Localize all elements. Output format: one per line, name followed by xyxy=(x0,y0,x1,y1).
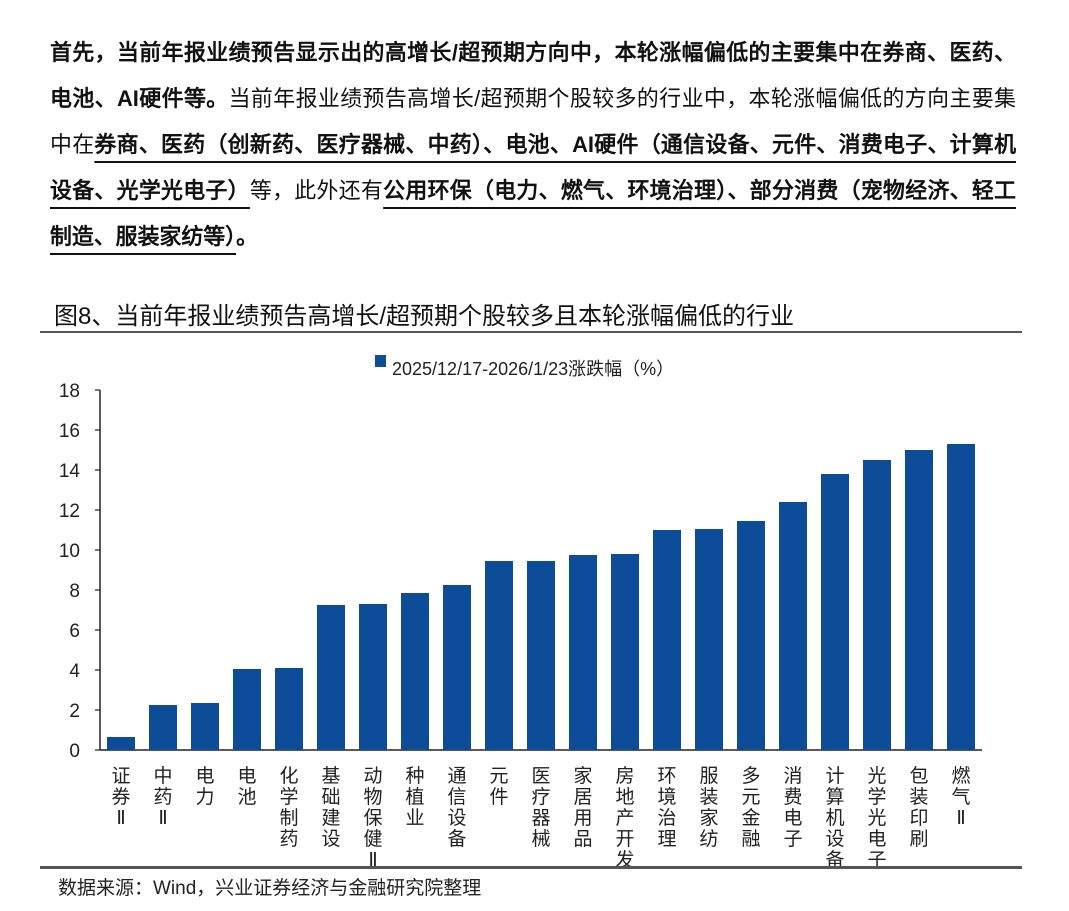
paragraph-segment-bold: 。 xyxy=(236,224,258,249)
y-tick-label: 2 xyxy=(69,701,80,722)
x-tick-label: 医疗器械 xyxy=(531,766,550,850)
x-tick-label: 包装印刷 xyxy=(909,765,928,850)
x-tick-label: 计算机设备 xyxy=(825,765,844,870)
bar-元件 xyxy=(485,561,513,750)
y-tick-label: 4 xyxy=(69,661,80,682)
bar-计算机设备 xyxy=(821,474,849,750)
bar-chart: 2025/12/17-2026/1/23涨跌幅（%） 0 2 4 6 8 10 12 14 16 1… xyxy=(59,355,982,870)
y-tick-label: 8 xyxy=(69,581,80,602)
x-tick-label: 光学光电子 xyxy=(867,765,886,870)
x-tick-label: 环境治理 xyxy=(657,766,676,850)
legend-label: 2025/12/17-2026/1/23涨跌幅（%） xyxy=(392,359,674,379)
x-tick-label: 房地产开发 xyxy=(615,765,634,870)
x-tick-label: 电池 xyxy=(237,765,256,808)
bar-家居用品 xyxy=(569,555,597,750)
paragraph-segment-underlined: 券商、医药（创新药、医疗器械、中药）、电池、AI硬件（通信设备、元件、消费电子、… xyxy=(50,132,1016,203)
bar-种植业 xyxy=(401,593,429,750)
legend-swatch xyxy=(375,355,386,367)
x-tick-label: 基础建设 xyxy=(321,765,340,850)
figure-title: 图8、当前年报业绩预告高增长/超预期个股较多且本轮涨幅偏低的行业 xyxy=(54,303,795,330)
y-tick-label: 18 xyxy=(59,381,80,402)
y-tick-label: 16 xyxy=(59,421,80,442)
x-tick-label: 多元金融 xyxy=(741,765,760,850)
x-tick-label: 服装家纺 xyxy=(699,766,718,850)
data-source: 数据来源：Wind，兴业证券经济与金融研究院整理 xyxy=(58,878,482,899)
paragraph-segment-underlined: 公用环保（电力、燃气、环境治理）、部分消费（宠物经济、轻工制造、服装家纺等） xyxy=(50,178,1016,249)
source-divider xyxy=(40,866,1022,869)
paragraph-segment: 等，此外还有 xyxy=(249,178,384,203)
paragraph-segment-bold: 首先，当前年报业绩预告显示出的高增长/超预期方向中，本轮涨幅偏低的主要集中在券商… xyxy=(50,40,1016,111)
bar-证券Ⅱ xyxy=(107,737,135,750)
bar-通信设备 xyxy=(443,585,471,750)
bar-电力 xyxy=(191,703,219,750)
bar-环境治理 xyxy=(653,530,681,750)
bar-消费电子 xyxy=(779,502,807,750)
body-paragraph: 首先，当前年报业绩预告显示出的高增长/超预期方向中，本轮涨幅偏低的主要集中在券商… xyxy=(50,30,1016,260)
bar-基础建设 xyxy=(317,605,345,750)
paragraph-segment: 当前年报业绩预告高增长/超预期个股较多的行业中，本轮涨幅偏低的方向主要集中在 xyxy=(50,86,1016,157)
y-tick-label: 0 xyxy=(69,741,80,762)
x-tick-label: 动物保健 Ⅱ xyxy=(363,765,382,870)
title-divider xyxy=(40,331,1022,333)
y-tick-label: 12 xyxy=(59,501,80,522)
x-tick-label: 中药 Ⅱ xyxy=(153,765,172,829)
bar-化学制药 xyxy=(275,668,303,750)
bar-中药Ⅱ xyxy=(149,705,177,750)
x-tick-label: 消费电子 xyxy=(783,765,802,850)
bar-动物保健Ⅱ xyxy=(359,604,387,750)
x-tick-label: 元件 xyxy=(489,766,508,808)
bar-多元金融 xyxy=(737,521,765,750)
x-tick-label: 证券 Ⅱ xyxy=(111,765,130,829)
bar-医疗器械 xyxy=(527,561,555,750)
x-tick-label: 通信设备 xyxy=(447,765,466,850)
bar-光学光电子 xyxy=(863,460,891,750)
x-tick-label: 化学制药 xyxy=(279,765,298,850)
x-tick-label: 种植业 xyxy=(405,765,424,829)
bar-服装家纺 xyxy=(695,529,723,750)
bar-包装印刷 xyxy=(905,450,933,750)
x-tick-label: 电力 xyxy=(195,765,214,808)
y-tick-label: 6 xyxy=(69,621,80,642)
bar-燃气Ⅱ xyxy=(947,444,975,750)
x-tick-label: 燃气 Ⅱ xyxy=(951,765,970,829)
bar-房地产开发 xyxy=(611,554,639,750)
y-tick-label: 14 xyxy=(59,461,81,482)
y-tick-label: 10 xyxy=(59,541,80,562)
x-tick-label: 家居用品 xyxy=(573,765,592,850)
bar-电池 xyxy=(233,669,261,750)
